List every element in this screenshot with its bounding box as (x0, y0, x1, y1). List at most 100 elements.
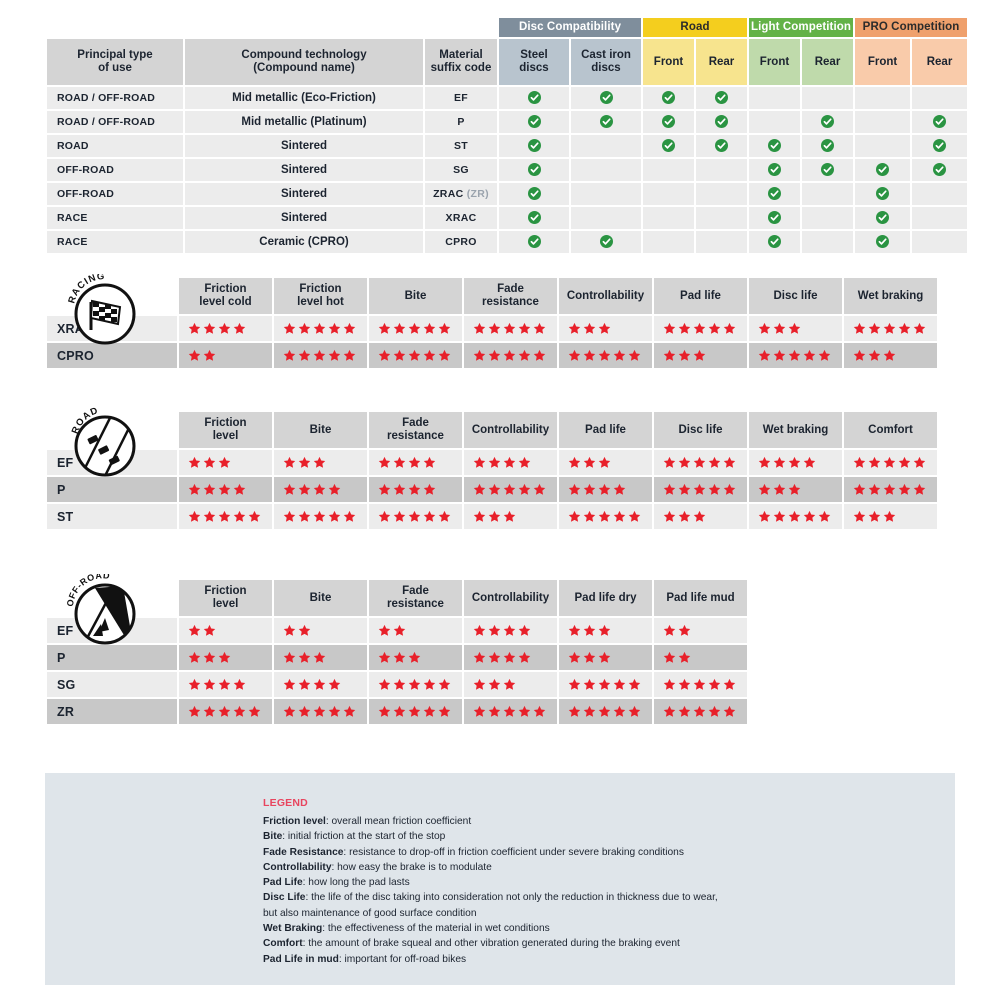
cell-compat-5 (802, 183, 854, 205)
cell-compat-1 (571, 87, 641, 109)
road-section: ROAD Friction level Bite Fade resistance Cont… (45, 406, 939, 531)
star-icon (868, 510, 881, 522)
star-icon (473, 624, 486, 636)
cell-compound-technology: Sintered (185, 159, 423, 181)
cell-compat-2 (643, 231, 694, 253)
star-icon (233, 510, 246, 522)
star-icon (693, 456, 706, 468)
star-icon (503, 678, 516, 690)
cell-compat-1 (571, 159, 641, 181)
star-icon (583, 483, 596, 495)
table-row: RACE Sintered XRAC (47, 207, 968, 229)
band-light-competition: Light Competition (749, 18, 854, 37)
star-icon (818, 349, 831, 361)
star-icon (233, 678, 246, 690)
star-icon (393, 678, 406, 690)
cell-compat-2 (643, 183, 694, 205)
cell-compat-7 (912, 111, 968, 133)
rating-cell (464, 343, 557, 368)
rating-cell (559, 316, 652, 341)
header-road-rear: Rear (696, 39, 747, 85)
rating-cell (179, 343, 272, 368)
star-icon (378, 456, 391, 468)
cell-principal-type: ROAD / OFF-ROAD (47, 87, 183, 109)
star-icon (298, 322, 311, 334)
rating-cell (369, 450, 462, 475)
star-icon (883, 456, 896, 468)
table-row: CPRO (47, 343, 937, 368)
star-icon (628, 705, 641, 717)
star-icon (188, 624, 201, 636)
cell-compat-2 (643, 111, 694, 133)
rating-cell (654, 672, 747, 697)
star-icon (503, 624, 516, 636)
star-icon (693, 322, 706, 334)
star-icon (598, 510, 611, 522)
star-icon (328, 705, 341, 717)
rating-cell (559, 477, 652, 502)
cell-compound-technology: Ceramic (CPRO) (185, 231, 423, 253)
cell-compound-technology: Sintered (185, 183, 423, 205)
star-icon (518, 651, 531, 663)
star-icon (598, 456, 611, 468)
star-icon (708, 456, 721, 468)
check-icon (715, 115, 728, 129)
star-icon (423, 483, 436, 495)
rating-cell (844, 343, 937, 368)
rating-cell (274, 504, 367, 529)
star-icon (313, 349, 326, 361)
star-icon (598, 349, 611, 361)
band-blank (47, 18, 497, 37)
star-icon (568, 456, 581, 468)
rating-cell (844, 477, 937, 502)
check-icon (599, 91, 613, 105)
rating-cell (274, 699, 367, 724)
star-icon (188, 678, 201, 690)
cell-principal-type: OFF-ROAD (47, 159, 183, 181)
cell-compat-3 (696, 207, 747, 229)
check-icon (527, 139, 541, 153)
star-icon (678, 349, 691, 361)
check-icon (933, 139, 947, 153)
rating-cell (179, 645, 272, 670)
star-icon (218, 705, 231, 717)
rating-cell (654, 343, 747, 368)
star-icon (883, 322, 896, 334)
star-icon (328, 678, 341, 690)
rating-cell (274, 477, 367, 502)
star-icon (663, 349, 676, 361)
legend-entry: but also maintenance of good surface con… (263, 907, 477, 919)
star-icon (283, 456, 296, 468)
header-compound-technology: Compound technology (Compound name) (185, 39, 423, 85)
star-icon (898, 456, 911, 468)
star-icon (583, 456, 596, 468)
legend-panel: LEGEND Friction level: overall mean fric… (45, 773, 955, 985)
header-pro-rear: Rear (912, 39, 968, 85)
star-icon (853, 510, 866, 522)
star-icon (773, 456, 786, 468)
legend-entries: Friction level: overall mean friction co… (263, 814, 903, 967)
check-icon (768, 139, 781, 153)
header-light-rear: Rear (802, 39, 854, 85)
star-icon (598, 651, 611, 663)
star-icon (343, 322, 356, 334)
table-row: SG (47, 672, 747, 697)
rating-cell (654, 316, 747, 341)
cell-compat-3 (696, 231, 747, 253)
cell-compat-3 (696, 159, 747, 181)
star-icon (283, 510, 296, 522)
star-icon (898, 322, 911, 334)
check-icon (933, 163, 947, 177)
rating-cell (369, 343, 462, 368)
cell-principal-type: ROAD / OFF-ROAD (47, 111, 183, 133)
star-icon (628, 510, 641, 522)
star-icon (393, 456, 406, 468)
star-icon (868, 483, 881, 495)
rating-cell (274, 316, 367, 341)
header-friction-level: Friction level (179, 412, 272, 448)
star-icon (913, 322, 926, 334)
table-row: OFF-ROAD Sintered ZRAC (ZR) (47, 183, 968, 205)
star-icon (663, 624, 676, 636)
star-icon (188, 483, 201, 495)
star-icon (598, 678, 611, 690)
